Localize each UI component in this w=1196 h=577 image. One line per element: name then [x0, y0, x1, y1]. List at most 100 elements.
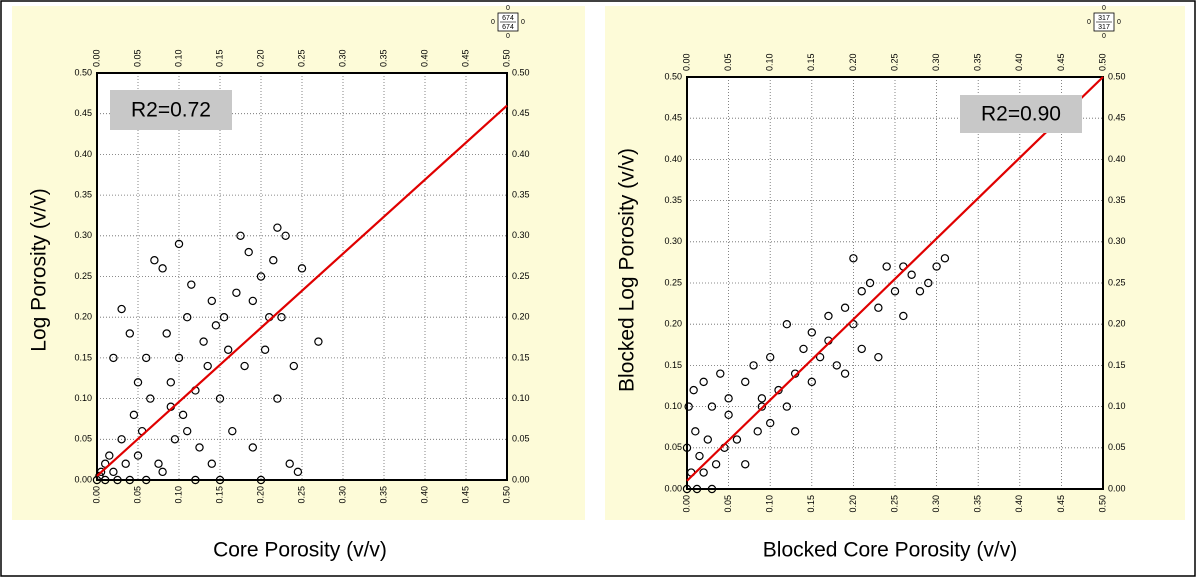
- data-point: [256, 272, 266, 281]
- x-tick-label-top: 0.40: [419, 49, 429, 67]
- data-point: [158, 264, 167, 273]
- data-point: [207, 459, 216, 468]
- count-left: 0: [491, 19, 495, 26]
- data-point: [158, 467, 167, 477]
- y-tick-label: 0.35: [664, 195, 682, 205]
- x-tick-label-top: 0.15: [806, 53, 816, 71]
- data-point: [182, 426, 192, 436]
- data-point: [691, 427, 700, 436]
- data-point: [141, 475, 151, 485]
- x-tick-label-top: 0.10: [765, 53, 775, 71]
- data-point: [711, 460, 721, 469]
- data-point: [699, 377, 708, 387]
- x-tick-label-top: 0.30: [931, 53, 941, 71]
- data-point: [117, 304, 126, 314]
- y-axis-title: Log Porosity (v/v): [28, 188, 51, 351]
- y-tick-label-right: 0.40: [512, 149, 530, 159]
- count-lower: 317: [1098, 24, 1110, 31]
- y-tick-label: 0.10: [74, 393, 92, 403]
- y-tick-label: 0.30: [664, 236, 682, 246]
- data-point: [824, 311, 833, 321]
- x-tick-label: 0.10: [765, 495, 775, 513]
- y-tick-label: 0.25: [664, 277, 682, 287]
- data-point: [96, 467, 106, 477]
- y-tick-label-right: 0.40: [1108, 154, 1126, 164]
- y-tick-label-right: 0.25: [1108, 277, 1126, 287]
- data-point: [174, 353, 184, 363]
- data-point: [256, 475, 266, 485]
- plot-frame: [96, 72, 508, 481]
- count-left: 0: [1087, 19, 1091, 26]
- x-tick-label: 0.35: [973, 495, 983, 513]
- data-point: [707, 402, 717, 411]
- y-tick-label: 0.15: [74, 352, 92, 362]
- data-point: [146, 394, 155, 403]
- data-point: [187, 280, 196, 289]
- x-tick-label: 0.30: [337, 486, 347, 504]
- count-upper: 674: [502, 15, 514, 22]
- data-point: [766, 418, 775, 428]
- data-point: [228, 426, 237, 436]
- data-point: [314, 337, 323, 346]
- x-tick-label: 0.20: [848, 495, 858, 513]
- x-tick-label: 0.00: [91, 486, 101, 504]
- count-bottom: 0: [1102, 33, 1106, 40]
- data-point: [857, 344, 866, 354]
- y-axis-title: Blocked Log Porosity (v/v): [616, 148, 639, 392]
- y-tick-label-right: 0.30: [1108, 236, 1126, 246]
- data-point: [703, 435, 713, 444]
- x-tick-label: 0.40: [1014, 495, 1024, 513]
- trend-line: [96, 104, 508, 477]
- data-point: [815, 352, 825, 362]
- x-tick-label-top: 0.45: [1056, 53, 1066, 71]
- data-point: [113, 475, 122, 485]
- data-point: [125, 475, 135, 485]
- data-point: [285, 459, 294, 468]
- data-point: [857, 287, 866, 296]
- x-tick-label-top: 0.40: [1014, 53, 1024, 71]
- x-axis-title: Blocked Core Porosity (v/v): [763, 539, 1017, 562]
- data-point: [117, 435, 126, 444]
- data-point: [807, 377, 817, 387]
- data-point: [121, 459, 130, 468]
- data-point: [915, 287, 925, 296]
- data-point: [782, 320, 792, 329]
- y-tick-label-right: 0.50: [512, 67, 530, 77]
- data-point: [211, 321, 221, 330]
- y-tick-label: 0.00: [74, 474, 92, 484]
- data-point: [92, 475, 102, 485]
- data-point: [766, 352, 775, 362]
- data-point: [182, 313, 192, 322]
- x-tick-label: 0.00: [681, 495, 691, 513]
- data-point: [692, 484, 702, 494]
- data-point: [154, 459, 163, 468]
- x-tick-label: 0.25: [296, 486, 306, 504]
- y-tick-label-right: 0.00: [1108, 483, 1126, 493]
- x-tick-label-top: 0.10: [173, 49, 183, 67]
- count-right: 0: [1117, 19, 1121, 26]
- data-point: [865, 278, 875, 288]
- x-tick-label-top: 0.00: [91, 49, 101, 67]
- data-point: [684, 402, 693, 411]
- x-tick-label-top: 0.00: [681, 53, 691, 71]
- data-point: [248, 296, 257, 306]
- data-point: [682, 443, 692, 452]
- x-tick-label-top: 0.50: [1097, 53, 1107, 71]
- count-top: 0: [506, 5, 510, 12]
- annotation: R2=0.90: [981, 103, 1061, 126]
- x-tick-label-top: 0.30: [337, 49, 347, 67]
- data-point: [749, 361, 758, 370]
- annotation: R2=0.72: [131, 99, 211, 122]
- x-tick-label: 0.50: [501, 486, 511, 504]
- data-point: [924, 278, 933, 288]
- y-tick-label: 0.25: [74, 271, 92, 281]
- y-tick-label: 0.45: [664, 113, 682, 123]
- data-point: [699, 468, 708, 477]
- y-tick-label: 0.05: [664, 442, 682, 452]
- data-point: [166, 378, 175, 387]
- data-point: [707, 484, 717, 494]
- x-tick-label: 0.35: [378, 486, 388, 504]
- data-point: [109, 467, 118, 477]
- trend-line: [686, 76, 1104, 482]
